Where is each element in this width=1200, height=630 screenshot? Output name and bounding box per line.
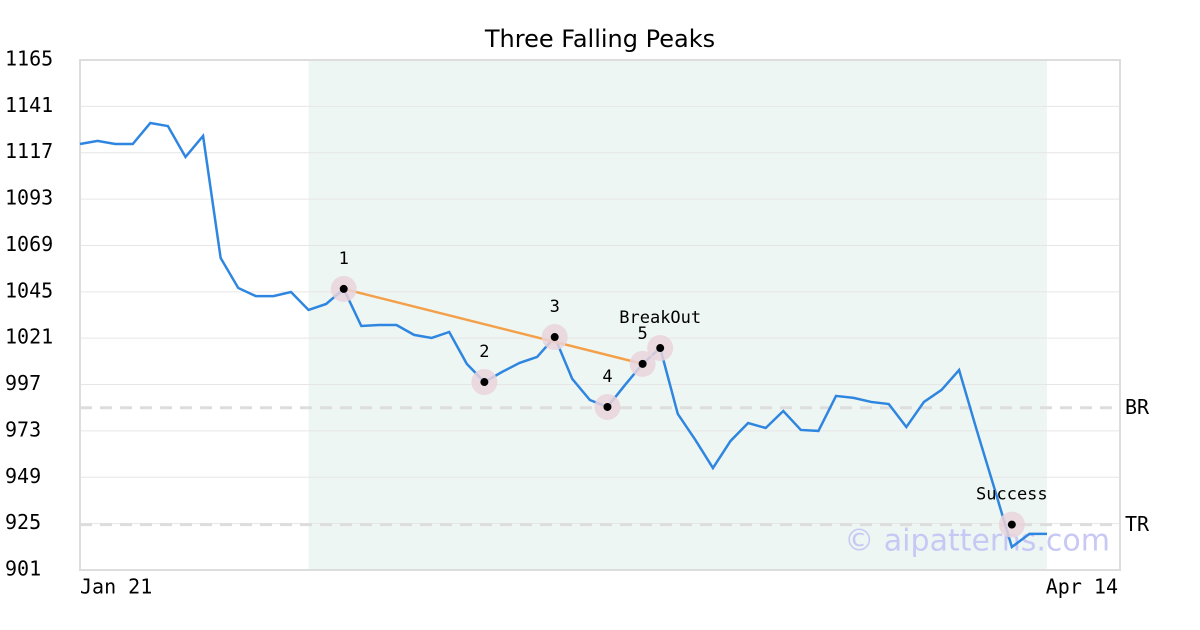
y-tick-label: 997: [5, 371, 41, 395]
y-tick-label: 1069: [5, 232, 53, 256]
point-label: 5: [637, 324, 647, 344]
y-tick-label: 973: [5, 417, 41, 441]
plot-frame: [79, 59, 1121, 571]
trendline: [343, 287, 643, 366]
y-tick-label: 901: [5, 557, 41, 581]
level-label: TR: [1125, 512, 1150, 536]
point-dot: [656, 344, 665, 353]
point-label: 4: [602, 367, 612, 387]
point-dot: [480, 378, 489, 387]
y-tick-label: 1045: [5, 278, 53, 302]
chart-title: Three Falling Peaks: [484, 25, 715, 53]
pattern-zone: [308, 60, 1048, 570]
point-label: Success: [976, 485, 1048, 505]
y-tick-label: 1093: [5, 186, 53, 210]
watermark: © aipatterns.com: [844, 524, 1110, 559]
y-tick-label: 1165: [5, 47, 53, 71]
y-tick-label: 1117: [5, 139, 53, 163]
point-label: 1: [339, 249, 349, 269]
price-line: [79, 121, 1047, 550]
x-tick-label: Jan 21: [80, 575, 152, 599]
y-tick-label: 1141: [5, 93, 53, 117]
point-dot: [603, 402, 612, 411]
point-label: BreakOut: [619, 308, 701, 328]
x-tick-label: Apr 14: [1046, 575, 1118, 599]
point-dot: [550, 333, 559, 342]
point-dot: [1007, 520, 1016, 529]
point-dot: [638, 359, 647, 368]
point-label: 2: [479, 342, 489, 362]
point-label: 3: [550, 297, 560, 317]
y-tick-label: 1021: [5, 325, 53, 349]
y-tick-label: 949: [5, 464, 41, 488]
point-dot: [339, 284, 348, 293]
level-label: BR: [1125, 395, 1150, 419]
y-tick-label: 925: [5, 510, 41, 534]
